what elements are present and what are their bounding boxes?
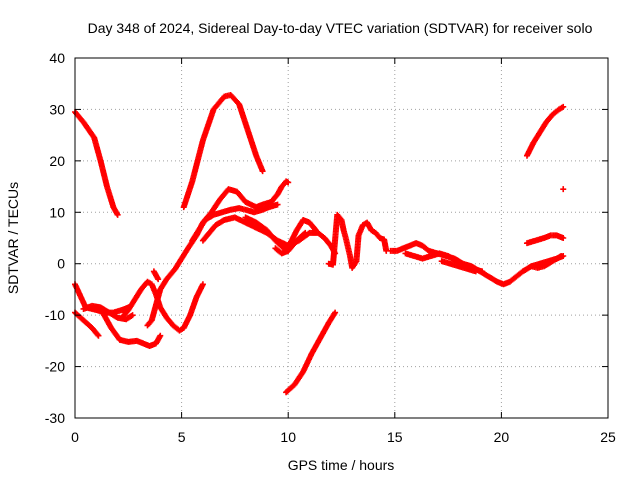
series-arc-08 — [144, 178, 292, 329]
y-tick-label: 20 — [49, 153, 65, 169]
data-point — [302, 229, 309, 236]
data-point — [95, 332, 102, 339]
data-point — [285, 179, 292, 186]
data-point — [155, 276, 162, 283]
data-point — [199, 281, 206, 288]
data-point — [274, 201, 281, 208]
data-point-fill — [301, 230, 308, 237]
data-point — [560, 186, 567, 193]
data-point — [312, 227, 319, 234]
series-arc-06 — [99, 309, 164, 349]
series-arc-13 — [272, 229, 309, 257]
x-tick-label: 20 — [494, 429, 510, 445]
series-arc-01 — [72, 109, 121, 218]
series-arc-12 — [242, 214, 319, 252]
series-arc-07 — [118, 278, 206, 334]
y-tick-label: -30 — [45, 410, 65, 426]
series-arc-09 — [150, 268, 162, 283]
x-axis-label: GPS time / hours — [288, 457, 395, 473]
y-tick-label: -20 — [45, 359, 65, 375]
y-tick-label: 30 — [49, 101, 65, 117]
series-arc-22 — [560, 186, 567, 193]
data-point — [558, 253, 565, 259]
grid — [75, 58, 608, 418]
y-tick-label: 40 — [49, 50, 65, 66]
y-tick-label: 0 — [57, 256, 65, 272]
data-point — [560, 103, 567, 110]
data-point-fill — [94, 331, 101, 338]
x-tick-label: 15 — [387, 429, 403, 445]
y-tick-label: -10 — [45, 307, 65, 323]
data-points — [72, 92, 567, 396]
data-point — [129, 312, 136, 319]
data-point — [332, 309, 339, 316]
series-arc-21 — [528, 253, 565, 271]
series-arc-16 — [387, 240, 567, 288]
data-point — [560, 235, 567, 241]
data-point-fill — [312, 226, 319, 233]
series-arc-10 — [189, 201, 281, 244]
axis-ticks: 0 5 10 15 20 25 -30 -20 -10 0 10 20 30 40 — [45, 50, 616, 445]
series-arc-18 — [438, 258, 479, 275]
data-point — [472, 268, 479, 275]
x-tick-label: 5 — [178, 429, 186, 445]
data-point — [114, 211, 121, 218]
series-arc-14 — [283, 309, 339, 396]
data-point — [479, 268, 486, 275]
data-point — [157, 332, 164, 339]
x-tick-label: 10 — [280, 429, 296, 445]
y-axis-label: SDTVAR / TECUs — [5, 182, 21, 294]
y-tick-label: 10 — [49, 204, 65, 220]
x-tick-label: 0 — [71, 429, 79, 445]
plot-frame — [74, 57, 609, 419]
series-arc-02 — [180, 92, 266, 211]
data-point — [259, 168, 266, 175]
series-arc-19 — [523, 103, 567, 159]
x-tick-label: 25 — [600, 429, 616, 445]
chart-title: Day 348 of 2024, Sidereal Day-to-day VTE… — [88, 20, 593, 36]
series-arc-04 — [72, 309, 102, 339]
series-arc-20 — [523, 232, 567, 247]
series-arc-15 — [325, 211, 390, 271]
